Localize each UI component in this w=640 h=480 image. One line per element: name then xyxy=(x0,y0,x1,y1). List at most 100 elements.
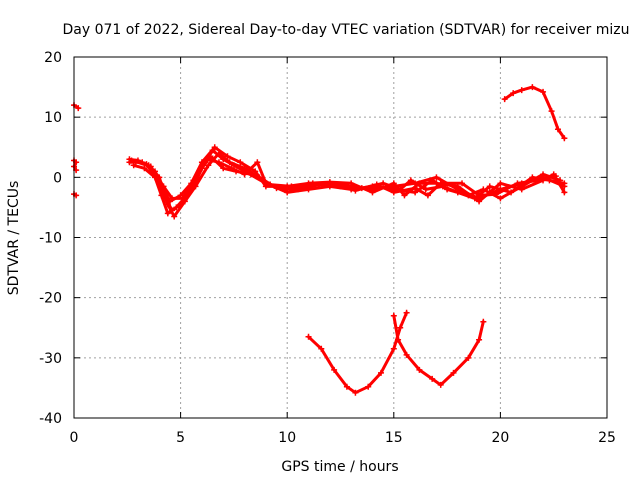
x-tick-label: 20 xyxy=(491,430,509,446)
data-point xyxy=(476,192,483,199)
data-point xyxy=(130,162,137,169)
data-point xyxy=(211,144,218,151)
data-point xyxy=(390,180,397,187)
series-arc-low-right xyxy=(390,312,487,388)
data-point xyxy=(535,177,542,184)
data-point xyxy=(510,90,517,97)
data-point xyxy=(305,333,312,340)
data-point xyxy=(518,87,525,94)
data-point xyxy=(190,177,197,184)
data-point xyxy=(169,195,176,202)
x-tick-label: 0 xyxy=(70,430,79,446)
data-point xyxy=(471,195,478,202)
data-point xyxy=(437,180,444,187)
data-point xyxy=(205,162,212,169)
y-tick-label: -40 xyxy=(39,411,62,427)
series-line xyxy=(134,154,558,200)
data-point xyxy=(164,210,171,217)
data-point xyxy=(561,135,568,142)
data-point xyxy=(348,180,355,187)
data-point xyxy=(508,189,515,196)
data-point xyxy=(132,158,139,165)
data-point xyxy=(237,159,244,166)
data-point xyxy=(369,189,376,196)
data-point xyxy=(343,383,350,390)
data-point xyxy=(352,187,359,194)
series-line xyxy=(72,159,78,172)
data-point xyxy=(403,351,410,358)
grid-lines xyxy=(74,57,607,418)
y-axis-label: SDTVAR / TECUs xyxy=(6,181,22,296)
y-tick-label: 20 xyxy=(44,50,62,66)
data-point xyxy=(476,336,483,343)
data-point xyxy=(331,366,338,373)
data-point xyxy=(171,213,178,220)
y-tick-label: -20 xyxy=(39,291,62,307)
x-tick-label: 15 xyxy=(385,430,403,446)
data-point xyxy=(75,105,82,112)
data-point xyxy=(486,183,493,190)
data-point xyxy=(501,96,508,103)
y-tick-label: -30 xyxy=(39,351,62,367)
data-point xyxy=(497,180,504,187)
data-point xyxy=(540,171,547,178)
data-point xyxy=(226,159,233,166)
data-point xyxy=(378,369,385,376)
data-point xyxy=(390,345,397,352)
data-point xyxy=(529,84,536,91)
series-line xyxy=(392,314,485,387)
y-tick-labels: -40 -30 -20 -10 0 10 20 xyxy=(39,50,62,427)
data-point xyxy=(207,153,214,160)
data-point xyxy=(401,192,408,199)
data-point xyxy=(284,189,291,196)
series-band-main-e xyxy=(132,153,559,202)
data-point xyxy=(179,195,186,202)
data-point xyxy=(433,174,440,181)
y-tick-label: 0 xyxy=(53,170,62,186)
axis-ticks xyxy=(73,56,608,419)
data-point xyxy=(390,189,397,196)
data-point xyxy=(422,186,429,193)
data-point xyxy=(215,150,222,157)
x-tick-labels: 0 5 10 15 20 25 xyxy=(70,430,616,446)
data-point xyxy=(459,180,466,187)
series-arc-early-high xyxy=(71,102,82,112)
data-point xyxy=(128,157,135,164)
data-point xyxy=(241,165,248,172)
data-point xyxy=(247,171,254,178)
x-axis-label: GPS time / hours xyxy=(281,459,398,475)
data-point xyxy=(397,324,404,331)
data-point xyxy=(365,383,372,390)
data-point xyxy=(173,204,180,211)
data-point xyxy=(233,168,240,175)
data-point xyxy=(529,174,536,181)
data-point xyxy=(288,183,295,190)
x-tick-label: 5 xyxy=(176,430,185,446)
data-point xyxy=(493,191,500,198)
series-line xyxy=(307,311,409,395)
data-point xyxy=(373,181,380,188)
data-point xyxy=(147,163,154,170)
data-point xyxy=(318,345,325,352)
y-tick-label: -10 xyxy=(39,231,62,247)
data-point xyxy=(454,189,461,196)
data-point xyxy=(437,381,444,388)
data-point xyxy=(540,88,547,95)
data-point xyxy=(561,180,568,187)
x-tick-label: 10 xyxy=(278,430,296,446)
series-arc-early-mid xyxy=(71,157,80,174)
data-point xyxy=(309,180,316,187)
data-point xyxy=(395,336,402,343)
x-tick-label: 25 xyxy=(598,430,616,446)
data-point xyxy=(480,318,487,325)
data-point xyxy=(164,201,171,208)
data-point xyxy=(412,185,419,192)
series-arc-late-high xyxy=(501,84,568,142)
data-series xyxy=(71,84,568,396)
data-point xyxy=(465,354,472,361)
series-arc-early-low xyxy=(71,191,80,199)
data-point xyxy=(416,366,423,373)
data-point xyxy=(294,186,301,193)
data-point xyxy=(497,195,504,202)
data-point xyxy=(181,198,188,205)
